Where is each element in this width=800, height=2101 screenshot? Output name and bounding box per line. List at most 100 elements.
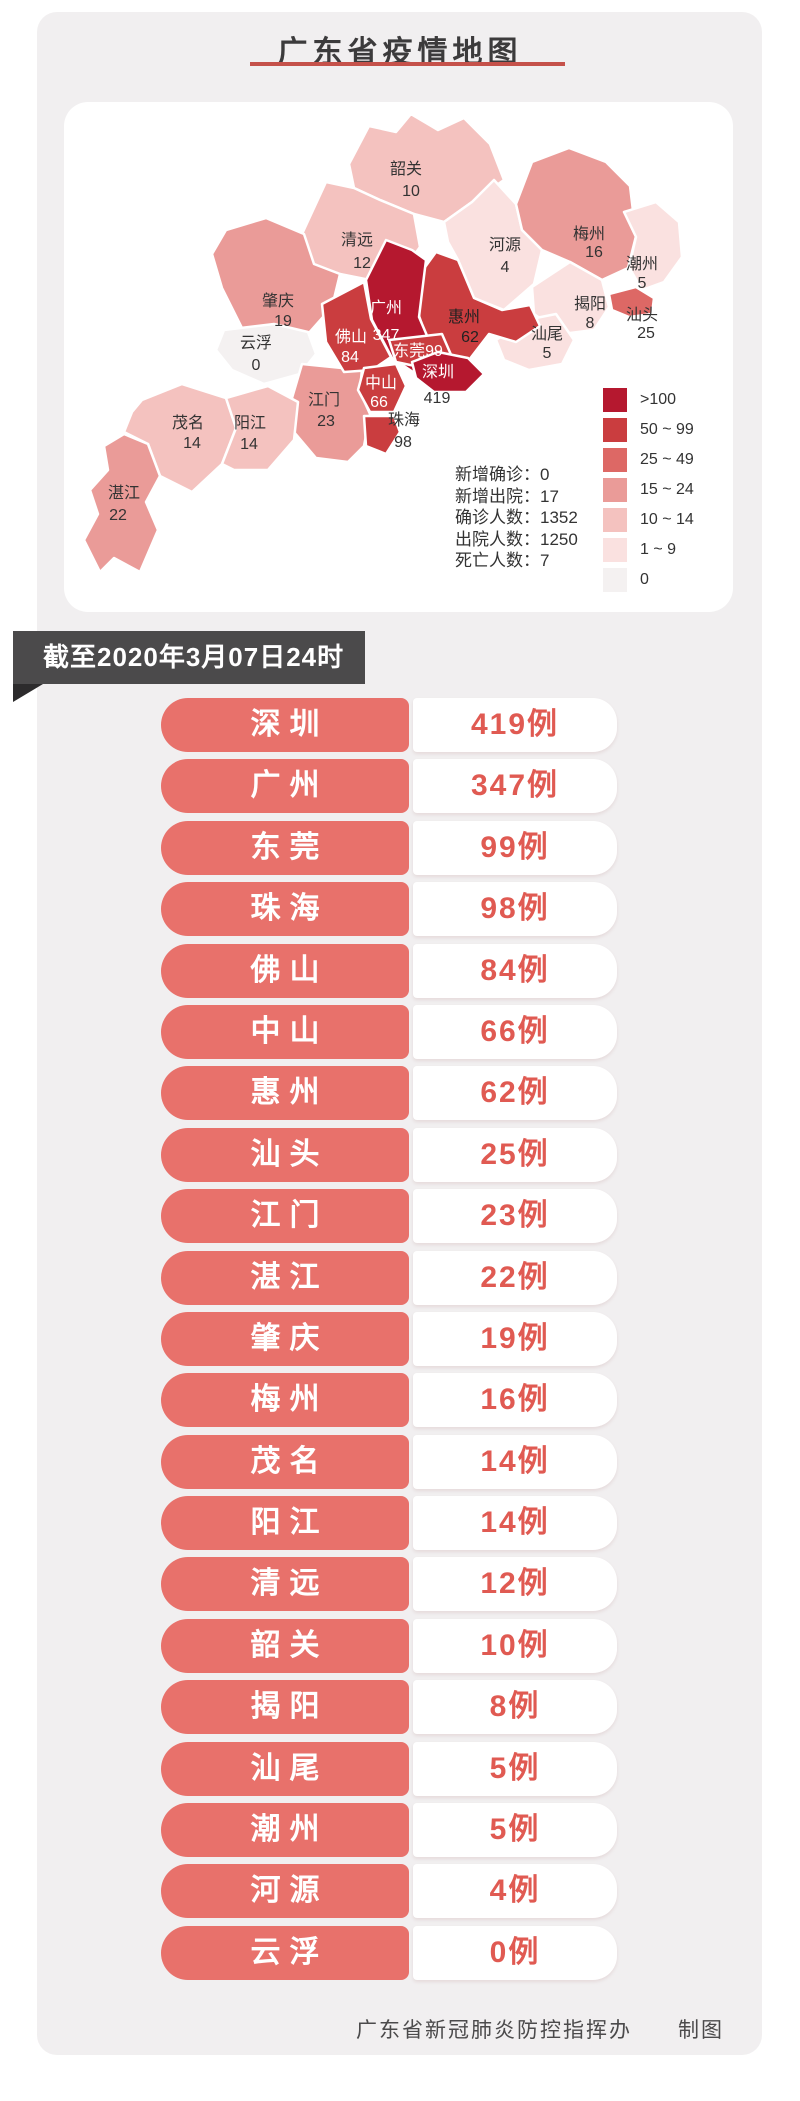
map-label: 汕头 <box>626 306 658 324</box>
map-label: 东莞99 <box>393 342 443 360</box>
city-region-汕头 <box>607 285 656 319</box>
legend-item: 15 ~ 24 <box>603 478 694 502</box>
map-label: 汕尾 <box>531 325 563 343</box>
city-cell: 佛山 <box>161 943 409 998</box>
map-label: 12 <box>353 255 371 272</box>
city-region-深圳 <box>410 350 486 394</box>
footer-credit: 广东省新冠肺炎防控指挥办 制图 <box>356 2019 724 2042</box>
count-cell: 16例 <box>413 1373 617 1428</box>
city-cell: 汕尾 <box>161 1741 409 1796</box>
map-label: 深圳 <box>422 363 454 381</box>
table-row: 深圳 419例 <box>161 698 617 752</box>
map-label: 14 <box>240 436 258 453</box>
map-label: 茂名 <box>172 414 204 432</box>
city-cell: 珠海 <box>161 882 409 937</box>
stat-line: 死亡人数：7 <box>455 551 550 570</box>
table-row: 江门 23例 <box>161 1189 617 1244</box>
map-label: 5 <box>638 275 647 292</box>
table-row: 茂名 14例 <box>161 1434 617 1489</box>
table-row: 河源 4例 <box>161 1864 617 1919</box>
legend-swatch <box>603 538 627 562</box>
map-label: 阳江 <box>234 414 266 432</box>
legend-label: >100 <box>640 391 677 408</box>
map-label: 韶关 <box>390 160 422 178</box>
table-row: 揭阳 8例 <box>161 1680 617 1735</box>
legend-label: 15 ~ 24 <box>640 481 694 498</box>
city-cell: 汕头 <box>161 1127 409 1182</box>
city-cell: 揭阳 <box>161 1680 409 1735</box>
city-cell: 潮州 <box>161 1803 409 1858</box>
map-label: 江门 <box>308 391 340 409</box>
count-cell: 5例 <box>413 1741 617 1796</box>
map-label: 湛江 <box>108 484 140 502</box>
map-label: 中山 <box>365 374 397 392</box>
city-cell: 阳江 <box>161 1496 409 1551</box>
city-cell: 江门 <box>161 1189 409 1244</box>
count-cell: 4例 <box>413 1864 617 1919</box>
count-cell: 25例 <box>413 1127 617 1182</box>
title-underline <box>250 62 565 66</box>
table-row: 汕尾 5例 <box>161 1741 617 1796</box>
map-card: 韶关 10 清远 12 河源 4 梅州 16 潮州 5 揭阳 8 汕头 25 汕尾 5 惠州 62 肇庆 19 云浮 0 江… <box>64 102 733 612</box>
table-row: 汕头 25例 <box>161 1127 617 1182</box>
map-label: 广州 <box>370 299 402 317</box>
map-label: 10 <box>402 183 420 200</box>
map-label: 佛山 <box>335 328 367 346</box>
count-cell: 419例 <box>413 698 617 752</box>
map-label: 揭阳 <box>574 295 606 313</box>
map-label: 肇庆 <box>262 292 294 310</box>
city-region-中山 <box>356 362 408 414</box>
city-region-阳江 <box>220 384 300 472</box>
city-region-潮州 <box>622 200 684 292</box>
count-cell: 347例 <box>413 759 617 814</box>
legend-item: 0 <box>603 568 694 592</box>
legend-label: 1 ~ 9 <box>640 541 677 558</box>
city-cell: 惠州 <box>161 1066 409 1121</box>
count-cell: 62例 <box>413 1066 617 1121</box>
legend-swatch <box>603 448 627 472</box>
count-cell: 84例 <box>413 943 617 998</box>
map-label: 66 <box>370 394 388 411</box>
map-label: 19 <box>274 313 292 330</box>
city-cell: 梅州 <box>161 1373 409 1428</box>
count-cell: 66例 <box>413 1004 617 1059</box>
table-row: 梅州 16例 <box>161 1373 617 1428</box>
map-label: 98 <box>394 434 412 451</box>
legend-label: 50 ~ 99 <box>640 421 694 438</box>
map-label: 84 <box>341 349 359 366</box>
legend-item: 10 ~ 14 <box>603 508 694 532</box>
map-label: 潮州 <box>626 255 658 273</box>
legend-swatch <box>603 418 627 442</box>
legend-label: 25 ~ 49 <box>640 451 694 468</box>
count-cell: 10例 <box>413 1618 617 1673</box>
table-row: 湛江 22例 <box>161 1250 617 1305</box>
stat-line: 新增出院：17 <box>455 486 559 506</box>
city-region-肇庆 <box>210 216 342 336</box>
city-cell: 韶关 <box>161 1618 409 1673</box>
stat-line: 新增确诊：0 <box>455 465 550 484</box>
city-cell: 茂名 <box>161 1434 409 1489</box>
table-row: 东莞 99例 <box>161 820 617 875</box>
city-region-云浮 <box>214 322 318 386</box>
map-label: 419 <box>424 390 451 407</box>
table-row: 潮州 5例 <box>161 1803 617 1858</box>
city-cell: 广州 <box>161 759 409 814</box>
table-row: 中山 66例 <box>161 1004 617 1059</box>
map-label: 云浮 <box>240 334 272 352</box>
city-case-table: 深圳 419例 广州 347例 东莞 99例 珠海 98例 佛山 84例 中山 66例 惠州 62例 汕头 2… <box>161 698 617 1987</box>
table-row: 惠州 62例 <box>161 1066 617 1121</box>
city-cell: 东莞 <box>161 820 409 875</box>
legend-item: 50 ~ 99 <box>603 418 694 442</box>
legend-item: >100 <box>603 388 694 412</box>
map-label: 62 <box>461 329 479 346</box>
map-label: 16 <box>585 244 603 261</box>
map-label: 河源 <box>489 236 521 254</box>
map-label: 珠海 <box>388 411 420 429</box>
count-cell: 8例 <box>413 1680 617 1735</box>
count-cell: 98例 <box>413 882 617 937</box>
count-cell: 14例 <box>413 1434 617 1489</box>
stat-line: 出院人数：1250 <box>455 529 578 549</box>
table-row: 阳江 14例 <box>161 1496 617 1551</box>
